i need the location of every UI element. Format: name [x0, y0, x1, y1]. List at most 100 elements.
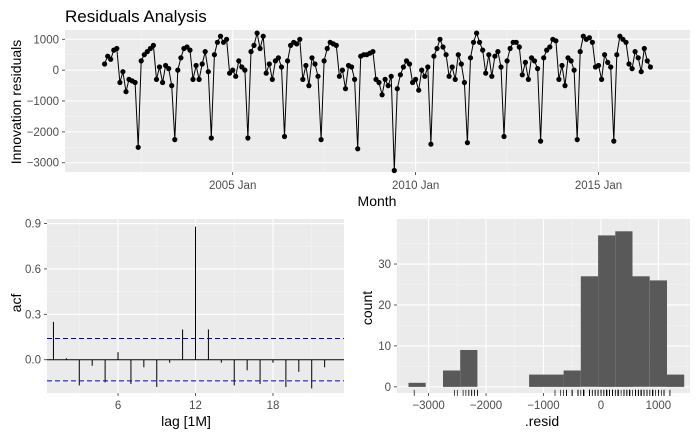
time-series-panel: 1000 0 −1000 −2000 −3000 2005 Jan 2010 Jan 2015…: [8, 30, 691, 209]
histogram-ylabel: count: [359, 291, 375, 325]
time-series-point: [300, 76, 306, 82]
acf-ylabel: acf: [8, 294, 24, 313]
time-series-point: [278, 64, 285, 70]
time-series-point: [501, 133, 507, 140]
time-series-point: [452, 76, 458, 82]
time-series-point: [595, 62, 602, 69]
time-series-point: [281, 133, 288, 140]
time-series-point: [589, 39, 596, 45]
time-series-point: [117, 79, 123, 86]
time-series-point: [443, 52, 449, 58]
acf-y-tick-label: 0.9: [25, 219, 41, 231]
time-series-point: [379, 92, 385, 98]
time-series-point: [153, 76, 160, 82]
time-series-point: [614, 52, 620, 58]
time-series-point: [236, 58, 242, 64]
time-series-point: [422, 73, 428, 79]
time-series-point: [312, 61, 318, 67]
time-series-ticks: 1000 0 −1000 −2000 −3000 2005 Jan 2010 Jan 2015…: [27, 34, 623, 192]
time-series-point: [504, 58, 510, 64]
time-series-point: [419, 67, 425, 73]
time-series-point: [446, 73, 452, 79]
time-series-point: [251, 42, 257, 49]
time-series-point: [254, 30, 260, 36]
time-series-point: [467, 55, 474, 61]
time-series-point: [385, 83, 391, 89]
time-series-point: [461, 79, 467, 86]
time-series-point: [483, 70, 489, 76]
time-series-point: [474, 30, 480, 36]
time-series-point: [355, 146, 361, 152]
time-series-point: [574, 137, 580, 143]
time-series-point: [553, 38, 559, 44]
time-series-point: [275, 55, 281, 61]
time-series-point: [416, 87, 422, 93]
histogram-panel: 30 20 10 0 −3000 −2000 −1000 0 1000 .resid count: [359, 219, 690, 429]
acf-y-tick-label: 0.6: [25, 264, 41, 276]
time-series-point: [160, 79, 166, 86]
time-series-point: [245, 135, 251, 141]
time-series-point: [531, 58, 538, 64]
time-series-y-tick-label: −1000: [27, 96, 59, 108]
time-series-point: [608, 64, 614, 70]
time-series-point: [486, 52, 492, 58]
time-series-point: [516, 44, 522, 50]
acf-ticks: 0.9 0.6 0.3 0.0 6 12 18: [25, 219, 279, 412]
time-series-point: [324, 45, 330, 52]
histogram-bar: [408, 382, 426, 387]
time-series-point: [248, 49, 254, 55]
histogram-marks: [408, 231, 685, 396]
time-series-point: [321, 58, 327, 64]
histogram-bar: [529, 374, 564, 387]
time-series-point: [352, 76, 358, 82]
time-series-point: [135, 144, 141, 150]
time-series-y-tick-label: 0: [53, 65, 59, 77]
time-series-point: [217, 33, 224, 39]
time-series-point: [208, 135, 214, 141]
time-series-point: [541, 55, 547, 61]
time-series-point: [336, 73, 342, 79]
time-series-point: [333, 42, 339, 49]
time-series-point: [224, 36, 230, 42]
time-series-point: [568, 58, 574, 64]
histogram-y-tick-label: 0: [385, 382, 391, 394]
time-series-point: [611, 138, 617, 144]
figure-title: Residuals Analysis: [65, 7, 207, 26]
time-series-point: [525, 76, 532, 82]
time-series-point: [233, 73, 239, 79]
histogram-bar: [649, 280, 667, 387]
time-series-point: [440, 44, 446, 50]
time-series-point: [602, 52, 608, 58]
time-series-point: [434, 45, 440, 52]
time-series-x-tick-label: 2010 Jan: [392, 180, 439, 192]
time-series-point: [577, 49, 583, 55]
time-series-point: [388, 73, 394, 79]
time-series-point: [349, 64, 355, 70]
time-series-point: [257, 45, 263, 52]
time-series-point: [120, 69, 126, 75]
histogram-x-tick-label: 1000: [646, 400, 672, 412]
histogram-y-tick-label: 10: [378, 341, 391, 353]
histogram-bar: [563, 370, 581, 387]
time-series-ylabel: Innovation residuals: [8, 40, 24, 165]
time-series-point: [166, 66, 172, 72]
time-series-point: [370, 49, 376, 55]
time-series-y-tick-label: −3000: [27, 158, 59, 170]
acf-y-tick-label: 0.0: [25, 355, 41, 367]
time-series-point: [376, 79, 382, 86]
time-series-point: [190, 76, 196, 82]
time-series-point: [547, 44, 553, 50]
time-series-x-tick-label: 2015 Jan: [575, 180, 622, 192]
time-series-point: [138, 58, 144, 64]
time-series-point: [498, 64, 504, 70]
acf-xlabel: lag [1M]: [161, 413, 211, 429]
time-series-point: [635, 55, 641, 61]
time-series-point: [193, 62, 199, 69]
histogram-bar: [632, 276, 650, 387]
time-series-point: [495, 49, 501, 55]
time-series-point: [489, 73, 495, 79]
time-series-point: [562, 83, 568, 89]
histogram-ticks: 30 20 10 0 −3000 −2000 −1000 0 1000: [378, 259, 671, 412]
time-series-point: [285, 58, 291, 64]
